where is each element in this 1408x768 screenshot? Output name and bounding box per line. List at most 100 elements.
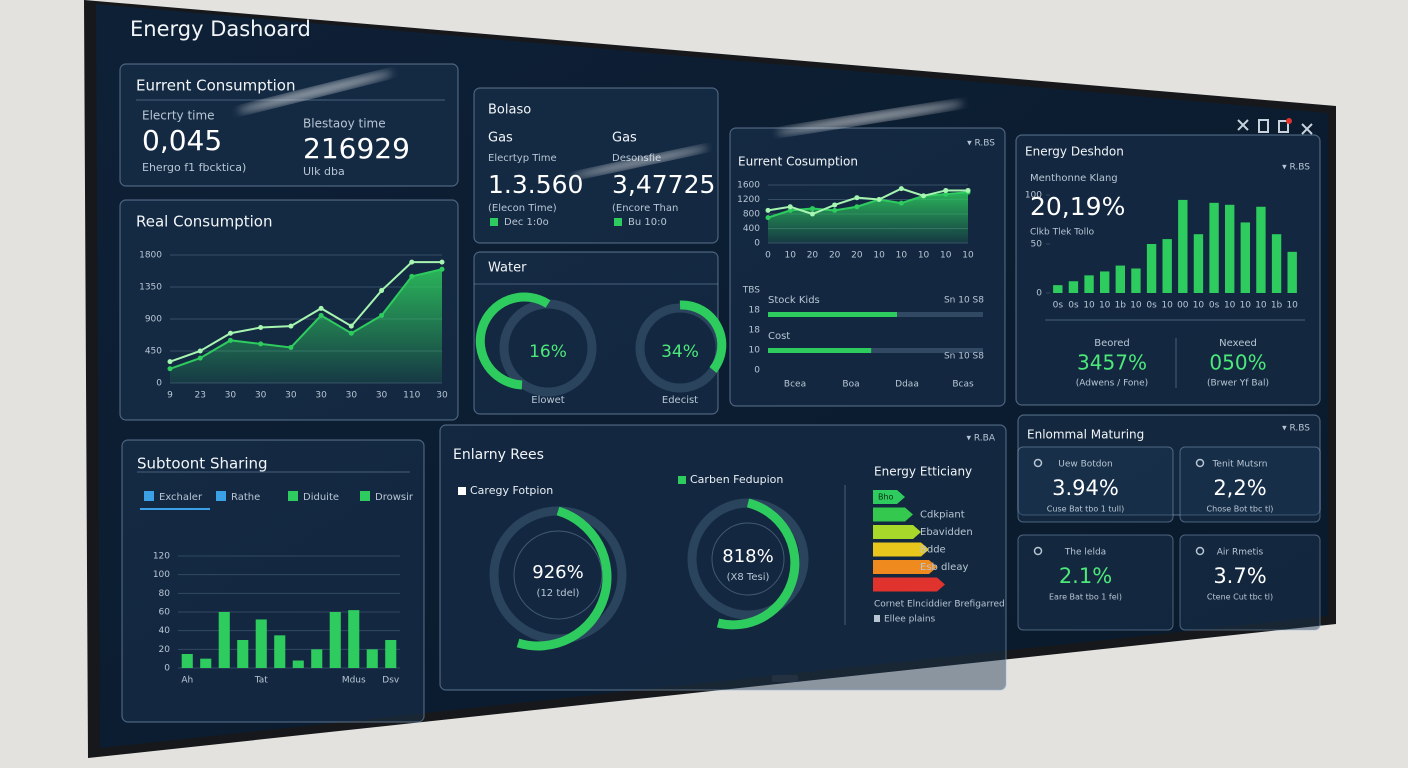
rating-arrow (873, 560, 937, 574)
metric-value: 1.3.560 (488, 170, 583, 199)
x-tick-label: 0s (1146, 301, 1157, 311)
tile (1017, 446, 1174, 523)
point (832, 202, 838, 208)
label: Desonsfie (612, 153, 661, 164)
y-tick-label: 120 (153, 552, 170, 562)
legend-label: Dec 1:0o (504, 217, 549, 228)
point (348, 330, 354, 336)
x-tick-label: Dsv (382, 676, 400, 686)
x-tick-label: 20 (851, 251, 863, 261)
metric-value: 216929 (303, 132, 410, 165)
bar (292, 660, 304, 668)
y-tick-label: 80 (159, 589, 171, 599)
point (765, 207, 771, 213)
glare (237, 72, 964, 178)
bar (200, 658, 212, 668)
y-tick-label: 100 (1025, 191, 1042, 201)
label: Elecrty time (142, 109, 215, 123)
label: Elowet (531, 395, 565, 406)
point (227, 330, 233, 336)
panel (121, 439, 425, 723)
gauge-arc (475, 292, 551, 390)
panel-title: Eurrent Cosumption (738, 155, 858, 169)
y-tick-label: TBS (742, 286, 761, 296)
point (258, 325, 264, 331)
line (767, 187, 968, 216)
panel-title: Enlarny Rees (453, 447, 544, 463)
point (288, 344, 294, 350)
point (318, 305, 324, 311)
x-tick-label: 0s (1209, 301, 1220, 311)
x-tick-label: 30 (255, 391, 267, 401)
point (854, 195, 860, 201)
label: (X8 Tesi) (727, 572, 770, 583)
legend-label: Exchaler (159, 492, 203, 503)
point (258, 341, 264, 347)
dropdown: ▾ R.BS (1282, 424, 1310, 434)
x-tick-label: 20 (807, 251, 819, 261)
label: Air Rmetis (1217, 548, 1264, 558)
bar (1209, 202, 1219, 293)
x-tick-label: 30 (225, 391, 237, 401)
legend-swatch (216, 491, 226, 501)
y-tick-label: 1200 (737, 195, 760, 205)
label: Cdkpiant (920, 510, 965, 521)
label: Cuse Bat tbo 1 tull) (1047, 505, 1124, 514)
x-tick-label: Ah (181, 676, 193, 686)
section-title: Energy Etticiany (874, 465, 972, 479)
gauge-inner (711, 522, 785, 596)
dropdown: ▾ R.BS (967, 139, 995, 149)
y-tick-label: 100 (153, 570, 170, 580)
bar (1225, 204, 1235, 293)
dropdown: ▾ R.BA (966, 434, 995, 444)
point (765, 215, 771, 221)
bar (1287, 251, 1297, 293)
y-tick-label: 40 (159, 626, 171, 636)
y-tick-label: 0 (1036, 289, 1042, 299)
metric-value: 3.94% (1052, 476, 1119, 500)
legend-swatch (874, 615, 880, 622)
y-tick-label: 400 (743, 224, 760, 234)
legend-label: Bu 10:0 (628, 217, 667, 228)
bar (1084, 275, 1094, 293)
point (832, 207, 838, 213)
rating-arrow (873, 490, 905, 504)
rating-arrow (873, 577, 945, 592)
x-tick-label: 9 (167, 391, 173, 401)
metric-value: 20,19% (1030, 192, 1125, 221)
label: Beored (1094, 338, 1130, 349)
tv-sensor (772, 675, 798, 682)
panel (729, 127, 1006, 407)
x-tick-label: 10 (1161, 301, 1173, 311)
rating-arrow (873, 542, 929, 557)
bar (1115, 265, 1125, 293)
legend-swatch (144, 491, 154, 501)
y-tick-label: 18 (749, 306, 761, 316)
y-tick-label: 60 (159, 608, 171, 618)
tile (1017, 534, 1174, 631)
panel (473, 87, 719, 244)
x-tick-label: 30 (436, 391, 448, 401)
window-controls[interactable] (1237, 118, 1313, 135)
metric-value: 050% (1209, 351, 1266, 375)
dashboard: Energy Dashoard Eurrent Consumption Elecrt… (119, 17, 1321, 723)
x-tick-label: 30 (346, 391, 358, 401)
y-tick-label: 50 (1031, 240, 1043, 250)
area (170, 269, 442, 383)
bar (1146, 244, 1157, 293)
panel (439, 424, 1007, 691)
dashboard-title: Energy Dashoard (130, 17, 311, 41)
point (809, 206, 815, 212)
x-tick-label: Bcas (952, 380, 974, 390)
point (876, 197, 882, 202)
point (197, 348, 203, 354)
bar (385, 640, 397, 668)
x-tick-label: 10 (1240, 301, 1252, 311)
x-tick-label: 00 (1177, 301, 1189, 311)
legend-label: Diduite (303, 492, 339, 503)
y-tick-label: 0 (164, 664, 170, 674)
x-tick-label: 10 (918, 251, 930, 261)
bar (218, 612, 230, 668)
bar (768, 312, 897, 317)
